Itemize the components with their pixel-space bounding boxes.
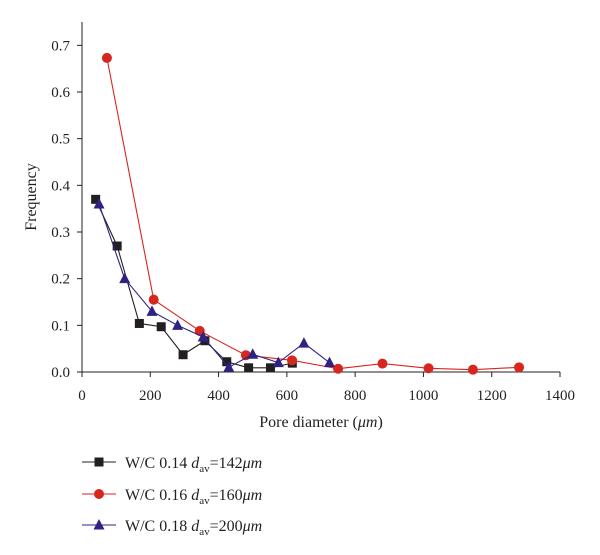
y-tick-label: 0.1: [51, 318, 70, 334]
legend-label-value: =200: [210, 518, 243, 535]
data-point-triangle: [119, 272, 131, 284]
data-point-circle: [514, 362, 525, 373]
series-line-square: [95, 199, 293, 369]
legend-label-prefix: W/C 0.14: [125, 455, 191, 472]
data-point-square: [156, 322, 166, 332]
legend-label-symbol: d: [191, 518, 200, 535]
legend-label-value: =142: [210, 455, 243, 472]
axes: 0 200 400 600 800 1000 1200 1400 0.0 0.1 0.2 0.3 0.4…: [23, 22, 575, 431]
legend-label-value: =160: [210, 487, 243, 504]
x-tick-label: 1200: [477, 388, 507, 404]
data-point-triangle: [172, 319, 184, 330]
legend-marker-square: [94, 457, 104, 467]
series-line-circle: [106, 57, 520, 371]
data-point-triangle: [93, 198, 105, 209]
legend-label-subscript: av: [199, 495, 210, 507]
data-point-square: [265, 363, 275, 373]
x-axis-title-unit: μm: [357, 414, 378, 431]
series-line-triangle: [98, 203, 330, 369]
data-point-triangle: [146, 305, 158, 316]
data-point-circle: [148, 294, 159, 305]
data-point-triangle: [272, 356, 284, 368]
x-tick-label: 0: [78, 388, 86, 404]
y-tick-label: 0.6: [51, 85, 70, 101]
legend-label-subscript: av: [199, 526, 210, 538]
data-point-triangle: [324, 356, 336, 368]
legend-label-unit: μm: [242, 518, 263, 535]
data-point-square: [134, 318, 144, 328]
data-point-triangle: [197, 331, 209, 342]
x-axis-title-text: Pore diameter (: [259, 414, 358, 431]
data-point-circle: [286, 355, 297, 366]
x-tick-label: 600: [276, 388, 299, 404]
data-point-circle: [101, 52, 112, 63]
legend-entry-triangle: W/C 0.18 dav=200μm: [82, 518, 262, 538]
series-triangle: [93, 198, 336, 372]
legend-label: W/C 0.14 dav=142μm: [125, 455, 262, 475]
legend-entry-circle: W/C 0.16 dav=160μm: [82, 487, 262, 507]
legend-label: W/C 0.16 dav=160μm: [125, 487, 262, 507]
x-axis-title: Pore diameter (μm): [259, 414, 383, 431]
data-point-circle: [467, 364, 478, 375]
legend-label-subscript: av: [199, 463, 210, 475]
x-tick-label: 200: [139, 388, 162, 404]
legend-marker-triangle: [93, 519, 105, 530]
y-tick-label: 0.4: [51, 178, 70, 194]
data-point-square: [178, 350, 188, 360]
y-tick-label: 0.5: [51, 132, 70, 148]
y-tick-label: 0.3: [51, 225, 70, 241]
y-tick-label: 0.7: [51, 38, 70, 54]
x-tick-label: 400: [207, 388, 230, 404]
data-point-triangle: [247, 348, 259, 359]
series-circle: [101, 52, 525, 375]
data-point-square: [112, 241, 122, 251]
x-axis-title-close: ): [377, 414, 382, 431]
legend-label-prefix: W/C 0.18: [125, 518, 191, 535]
series-layer: [91, 52, 525, 375]
x-tick-label: 1400: [545, 388, 575, 404]
y-axis-title: Frequency: [23, 163, 40, 231]
y-tick-label: 0.2: [51, 272, 70, 288]
x-tick-label: 800: [344, 388, 367, 404]
legend-label: W/C 0.18 dav=200μm: [125, 518, 262, 538]
x-tick-label: 1000: [408, 388, 438, 404]
data-point-square: [222, 357, 232, 367]
data-point-square: [91, 194, 101, 204]
data-point-triangle: [223, 361, 235, 372]
data-point-circle: [333, 363, 344, 374]
legend-label-prefix: W/C 0.16: [125, 487, 191, 504]
data-point-triangle: [298, 337, 310, 348]
legend-marker-circle: [94, 489, 104, 499]
legend-label-unit: μm: [242, 487, 263, 504]
series-square: [91, 194, 297, 373]
data-point-circle: [377, 358, 388, 369]
legend-label-symbol: d: [191, 487, 200, 504]
y-tick-label: 0.0: [51, 365, 70, 381]
data-point-square: [244, 363, 254, 373]
legend-entry-square: W/C 0.14 dav=142μm: [82, 455, 262, 475]
legend-label-unit: μm: [242, 455, 263, 472]
data-point-circle: [423, 363, 434, 374]
legend-label-symbol: d: [191, 455, 200, 472]
